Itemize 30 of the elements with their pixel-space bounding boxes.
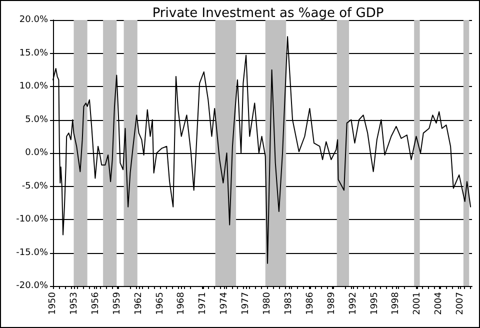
x-tick-label: 1950 — [48, 292, 58, 315]
x-tick-label: 1986 — [305, 292, 316, 315]
x-tick-label: 2007 — [456, 292, 466, 315]
x-tick-label: 1956 — [90, 292, 101, 315]
y-tick-label: -20.0% — [16, 281, 48, 291]
y-tick-label: -5.0% — [22, 181, 48, 192]
x-tick-label: 2004 — [434, 292, 444, 315]
y-tick-label: 10.0% — [19, 82, 48, 92]
x-tick-label: 1992 — [348, 292, 358, 315]
y-tick-label: 0.0% — [25, 148, 48, 158]
y-tick-label: 15.0% — [19, 48, 48, 58]
x-tick-label: 1977 — [241, 292, 252, 315]
x-tick-label: 1998 — [391, 292, 402, 315]
x-tick-label: 1995 — [370, 292, 380, 315]
x-tick-label: 2001 — [412, 292, 423, 315]
y-tick-label: 5.0% — [25, 114, 48, 125]
x-tick-label: 1974 — [220, 292, 230, 315]
x-tick-label: 1953 — [69, 292, 80, 315]
x-tick-label: 1959 — [112, 292, 122, 315]
x-tick-label: 1989 — [326, 292, 337, 315]
x-tick-label: 1980 — [262, 292, 273, 315]
x-tick-label: 1962 — [134, 292, 144, 315]
y-tick-label: -10.0% — [16, 214, 48, 224]
x-tick-label: 1965 — [155, 292, 166, 315]
y-tick-label: 20.0% — [19, 15, 48, 25]
y-tick-label: -15.0% — [16, 248, 48, 258]
x-tick-label: 1968 — [176, 292, 187, 315]
chart-title: Private Investment as %age of GDP — [152, 6, 384, 21]
x-tick-label: 1983 — [284, 292, 294, 315]
x-tick-label: 1971 — [198, 292, 208, 315]
